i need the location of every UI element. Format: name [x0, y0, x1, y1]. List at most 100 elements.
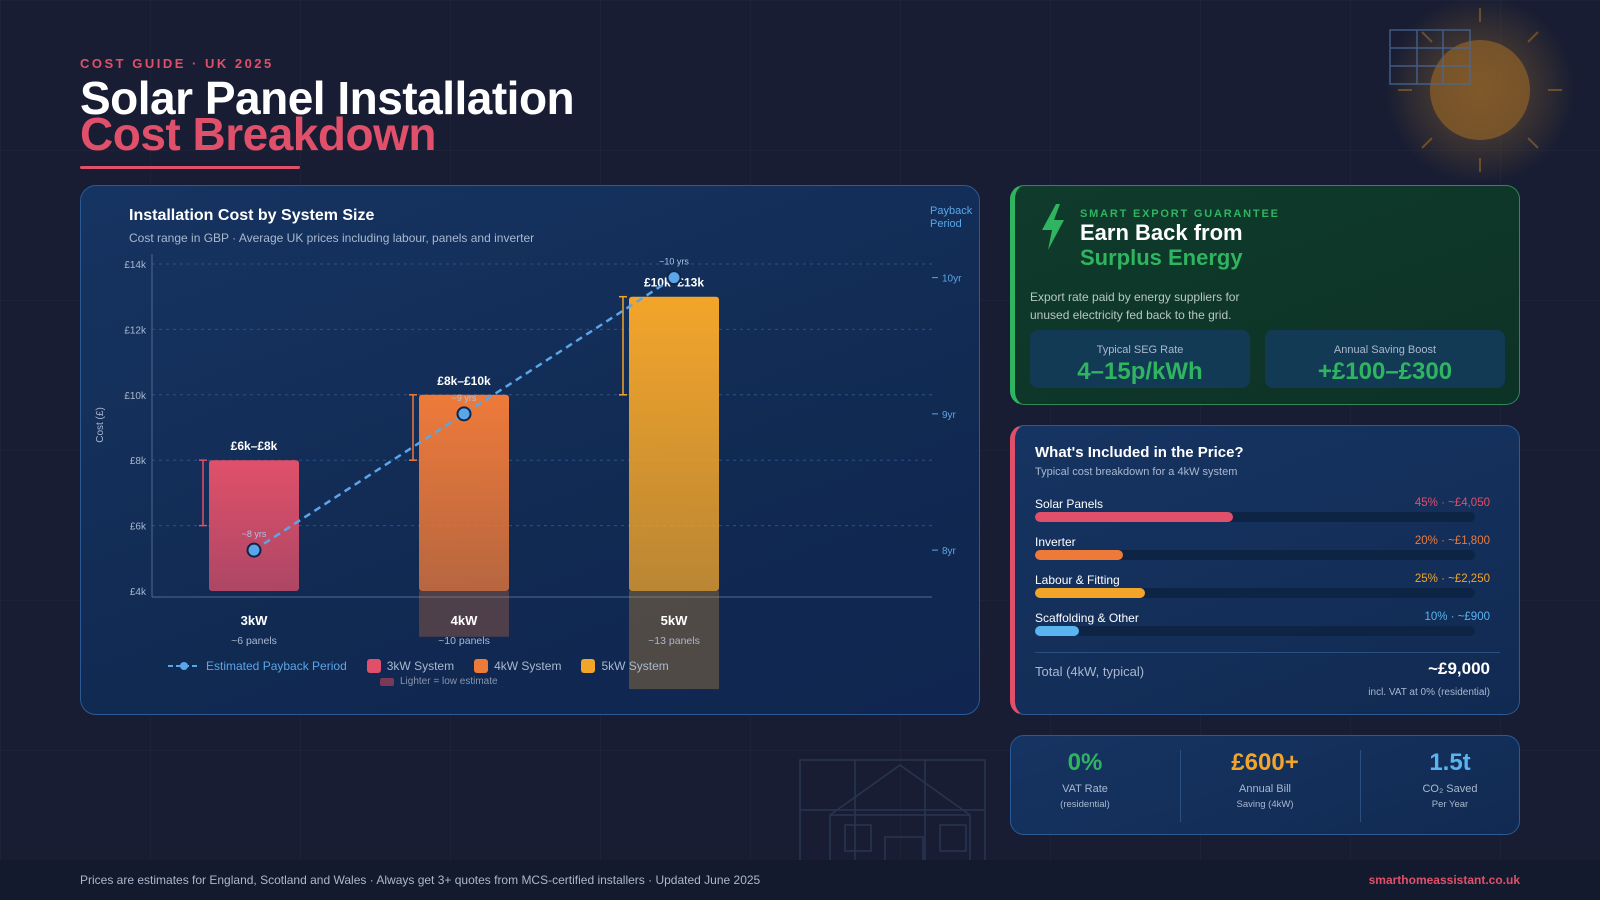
legend-note-swatch [380, 677, 394, 686]
sun-icon [1385, 0, 1575, 180]
payback-point [666, 270, 682, 286]
payback-point [246, 542, 262, 558]
secondary-tick-label: 10yr [942, 274, 962, 285]
chart-subtitle: Cost range in GBP · Average UK prices in… [129, 231, 535, 245]
stats-panel [1010, 735, 1520, 835]
payback-point-label: ~10 yrs [659, 257, 689, 267]
breakdown-row-value: 25% · ~£2,250 [1414, 573, 1490, 585]
y-tick-label: £6k [130, 522, 147, 533]
legend-item-3kw: 3kW System [366, 659, 455, 673]
y-axis-label: Cost (£) [95, 407, 106, 443]
footer-note: Prices are estimates for England, Scotla… [80, 873, 761, 887]
bar-4kW [419, 394, 509, 591]
title-underline [80, 166, 300, 169]
stat-label: Annual Bill [1239, 783, 1291, 795]
legend-item-payback: Estimated Payback Period [168, 659, 347, 673]
x-category-label: 3kW [241, 613, 268, 628]
seg-saving-label: Annual Saving Boost [1333, 344, 1437, 356]
total-value: ~£9,000 [1428, 659, 1490, 678]
legend-swatch [581, 659, 596, 673]
breakdown-row-track [1035, 512, 1475, 522]
breakdown-row-value: 10% · ~£900 [1424, 611, 1490, 623]
footer-bar [0, 860, 1600, 900]
bar-value-label: £6k–£8k [231, 439, 278, 453]
price-breakdown-panel [1010, 425, 1520, 715]
stat-value: 1.5t [1429, 749, 1471, 776]
breakdown-row-track [1035, 550, 1475, 560]
breakdown-row-value: 20% · ~£1,800 [1414, 535, 1490, 547]
bar-low-estimate [419, 591, 509, 637]
payback-point [456, 406, 472, 422]
page-title-accent: Cost Breakdown [80, 108, 436, 160]
stat-vat: 0% VAT Rate (residential) [1000, 749, 1170, 810]
x-category-subtitle: ~10 panels [438, 635, 490, 647]
breakdown-row-fill [1035, 550, 1123, 560]
legend-item-5kw: 5kW System [581, 659, 669, 673]
legend-label: 3kW System [386, 659, 455, 673]
total-note: incl. VAT at 0% (residential) [1368, 687, 1490, 698]
bar-value-label: £8k–£10k [437, 374, 491, 388]
stat-sub: (residential) [1060, 799, 1110, 810]
legend-item-4kw: 4kW System [474, 659, 561, 673]
y-tick-label: £12k [124, 325, 147, 336]
legend-dashed-line-icon [168, 662, 200, 670]
stat-value: £600+ [1231, 749, 1299, 776]
seg-rate-label: Typical SEG Rate [1096, 344, 1184, 356]
legend-swatch [474, 659, 489, 673]
breakdown-row-track [1035, 588, 1475, 598]
stat-sub: Per Year [1431, 799, 1469, 810]
x-category-subtitle: ~6 panels [231, 635, 277, 647]
seg-title: Earn Back from [1080, 220, 1243, 245]
seg-saving-box: Annual Saving Boost +£100–£300 [1265, 330, 1505, 388]
chart-legend: Estimated Payback Period 3kW System 4kW … [168, 657, 689, 675]
breakdown-subtitle: Typical cost breakdown for a 4kW system [1035, 466, 1238, 478]
y-tick-label: £4k [130, 587, 147, 598]
breakdown-row-label: Scaffolding & Other [1035, 611, 1139, 625]
cost-bar-chart: £4k £6k £8k £10k £12k £14k Cost (£) 8yr 9yr 10yr £… [95, 254, 962, 690]
legend-note: Lighter = low estimate [380, 676, 498, 687]
legend-note-text: Lighter = low estimate [400, 676, 498, 687]
seg-description: Export rate paid by energy suppliers for… [1030, 290, 1240, 322]
eyebrow-label: COST GUIDE · UK 2025 [80, 56, 274, 71]
stat-label: VAT Rate [1062, 783, 1108, 795]
stat-label: CO₂ Saved [1422, 783, 1478, 795]
stat-value: 0% [1067, 749, 1103, 776]
stat-divider [1180, 750, 1181, 822]
y-tick-label: £10k [124, 391, 147, 402]
legend-swatch [366, 659, 381, 673]
breakdown-title: What's Included in the Price? [1035, 444, 1244, 461]
stat-bill-saving: £600+ Annual Bill Saving (4kW) [1180, 749, 1350, 810]
breakdown-row-label: Inverter [1035, 535, 1076, 549]
secondary-tick-label: 8yr [942, 546, 957, 557]
secondary-tick-label: 9yr [942, 410, 957, 421]
seg-eyebrow: SMART EXPORT GUARANTEE [1080, 208, 1280, 220]
breakdown-row-fill [1035, 588, 1145, 598]
seg-title-accent: Surplus Energy [1080, 245, 1243, 270]
x-category-label: 5kW [661, 613, 688, 628]
seg-saving-value: +£100–£300 [1317, 358, 1453, 385]
payback-point-label: ~9 yrs [452, 393, 477, 403]
legend-label: Estimated Payback Period [206, 659, 347, 673]
stat-co2: 1.5t CO₂ Saved Per Year [1365, 749, 1535, 810]
seg-rate-box: Typical SEG Rate 4–15p/kWh [1030, 330, 1250, 388]
payback-axis-title: Payback Period [930, 205, 973, 230]
breakdown-divider [1035, 652, 1500, 653]
stat-sub: Saving (4kW) [1236, 799, 1294, 810]
bar-5kW [629, 296, 719, 591]
y-tick-label: £8k [130, 456, 147, 467]
lightning-bolt-icon [1042, 204, 1064, 250]
x-category-subtitle: ~13 panels [648, 635, 700, 647]
breakdown-row-label: Solar Panels [1035, 497, 1104, 511]
chart-panel [80, 185, 980, 715]
stat-divider [1360, 750, 1361, 822]
bar-low-estimate [629, 591, 719, 690]
x-category-label: 4kW [451, 613, 478, 628]
legend-label: 5kW System [601, 659, 669, 673]
breakdown-row-value: 45% · ~£4,050 [1414, 497, 1490, 509]
legend-label: 4kW System [494, 659, 562, 673]
payback-point-label: ~8 yrs [242, 529, 267, 539]
breakdown-row-fill [1035, 512, 1233, 522]
breakdown-row-label: Labour & Fitting [1035, 573, 1120, 587]
footer-site-link[interactable]: smarthomeassistant.co.uk [1368, 873, 1520, 887]
breakdown-row-fill [1035, 626, 1079, 636]
